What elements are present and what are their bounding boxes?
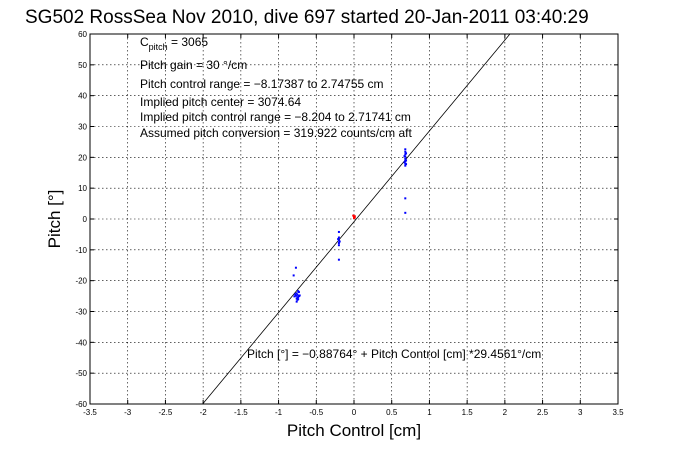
data-point-blue — [294, 293, 297, 296]
data-point-blue — [404, 197, 407, 200]
x-tick-label: 3 — [578, 408, 583, 417]
fit-line — [202, 33, 511, 405]
data-point-blue — [297, 295, 300, 298]
x-tick-label: 0.5 — [386, 408, 398, 417]
data-point-blue — [296, 293, 299, 296]
annotation-pitch-conversion: Assumed pitch conversion = 319.922 count… — [140, 126, 412, 140]
x-tick-label: -2.5 — [159, 408, 173, 417]
fit-line-layer — [202, 33, 511, 405]
data-point-blue — [337, 242, 340, 245]
annotation-implied-control-range: Implied pitch control range = −8.204 to … — [140, 110, 411, 124]
data-point-blue — [404, 164, 407, 167]
grid-lines — [90, 34, 618, 404]
data-point-blue — [405, 163, 408, 166]
data-point-blue — [405, 152, 408, 155]
fit-equation-label: Pitch [°] = −0.88764° + Pitch Control [c… — [247, 347, 541, 361]
data-point-blue — [297, 290, 300, 293]
data-point-blue — [296, 296, 299, 299]
data-point-blue — [403, 155, 406, 158]
data-point-blue — [404, 211, 407, 214]
y-tick-label: 30 — [78, 123, 87, 132]
data-point-blue — [295, 300, 298, 303]
annotation-pitch-gain: Pitch gain = 30 °/cm — [140, 58, 247, 72]
data-point-blue — [337, 258, 340, 261]
x-tick-label: 2 — [503, 408, 508, 417]
data-point-red — [353, 215, 356, 218]
y-tick-label: -40 — [75, 338, 87, 347]
data-point-blue — [404, 150, 407, 153]
x-axis-label: Pitch Control [cm] — [287, 421, 421, 440]
annotation-cpitch: Cpitch = 3065 — [140, 35, 208, 52]
data-point-blue — [297, 298, 300, 301]
annotation-cpitch-subscript: pitch — [149, 42, 168, 52]
data-point-blue — [294, 294, 297, 297]
data-points — [292, 148, 408, 303]
data-point-blue — [404, 148, 407, 151]
y-tick-label: 0 — [83, 215, 88, 224]
y-tick-label: 10 — [78, 184, 87, 193]
x-tick-label: 1.5 — [462, 408, 474, 417]
data-point-blue — [295, 292, 298, 295]
annotation-block: Cpitch = 3065 Pitch gain = 30 °/cm Pitch… — [140, 35, 412, 140]
y-tick-label: -50 — [75, 369, 87, 378]
data-point-blue — [403, 161, 406, 164]
x-tick-label: -3 — [124, 408, 132, 417]
y-tick-label: -30 — [75, 308, 87, 317]
annotation-cpitch-main: C — [140, 35, 149, 49]
y-tick-label: 40 — [78, 92, 87, 101]
x-tick-label: -1.5 — [234, 408, 248, 417]
x-tick-label: -1 — [275, 408, 283, 417]
annotation-cpitch-value: = 3065 — [168, 35, 209, 49]
data-point-red — [352, 214, 355, 217]
y-axis-label: Pitch [°] — [45, 190, 64, 249]
data-point-blue — [405, 159, 408, 162]
annotation-implied-pitch-center: Implied pitch center = 3074.64 — [140, 95, 301, 109]
x-tick-label: 2.5 — [537, 408, 549, 417]
data-point-blue — [337, 244, 340, 247]
x-tick-label: -3.5 — [83, 408, 97, 417]
data-point-blue — [292, 274, 295, 277]
data-point-blue — [337, 236, 340, 239]
x-tick-label: 1 — [427, 408, 432, 417]
x-tick-label: -0.5 — [309, 408, 323, 417]
y-tick-label: 50 — [78, 61, 87, 70]
data-point-blue — [293, 295, 296, 298]
y-tick-label: -10 — [75, 246, 87, 255]
data-point-blue — [338, 240, 341, 243]
annotation-pitch-control-range: Pitch control range = −8.17387 to 2.7475… — [140, 77, 384, 91]
y-tick-label: -60 — [75, 400, 87, 409]
x-tick-label: 3.5 — [612, 408, 624, 417]
data-point-blue — [294, 266, 297, 269]
data-point-blue — [404, 157, 407, 160]
chart-title: SG502 RossSea Nov 2010, dive 697 started… — [25, 7, 589, 28]
tick-marks-and-labels: -3.5 -3 -2.5 -2 -1.5 -1 -0.5 0 0.5 1 1.5 2 2.5 3 3.5 -6… — [75, 30, 624, 417]
data-point-blue — [337, 238, 340, 241]
x-tick-label: -2 — [200, 408, 208, 417]
y-tick-label: 60 — [78, 30, 87, 39]
x-tick-label: 0 — [352, 408, 357, 417]
data-point-red — [353, 216, 356, 219]
y-tick-label: -20 — [75, 277, 87, 286]
data-point-blue — [337, 230, 340, 233]
y-tick-label: 20 — [78, 153, 87, 162]
